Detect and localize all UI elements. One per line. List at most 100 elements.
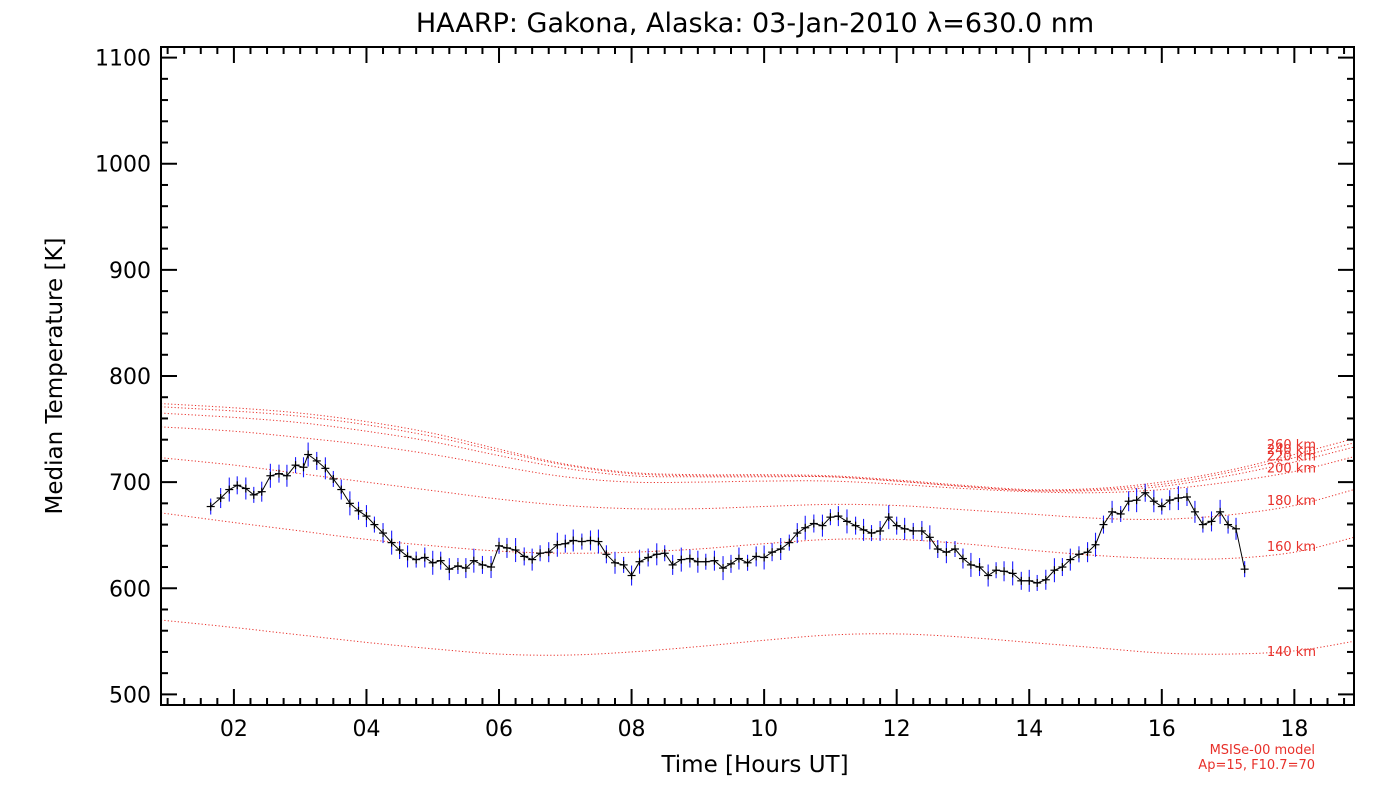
data-point (379, 523, 388, 544)
x-tick-label: 10 (750, 717, 778, 742)
data-point (536, 545, 545, 562)
data-point (892, 516, 901, 535)
data-point (1017, 571, 1026, 590)
data-point (453, 557, 462, 574)
data-point (644, 548, 653, 567)
data-point (602, 545, 611, 564)
data-point (710, 550, 719, 571)
data-point (627, 565, 636, 586)
curve-label: 180 km (1267, 494, 1316, 509)
measured-series (206, 442, 1249, 592)
y-tick-label: 500 (109, 683, 151, 708)
data-point (436, 551, 445, 570)
x-tick-label: 18 (1280, 717, 1308, 742)
plot-frame (160, 46, 1355, 706)
data-point (282, 464, 291, 487)
x-tick-labels: 02 04 06 08 10 12 14 16 18 (220, 717, 1308, 742)
data-point (495, 537, 504, 554)
curve-label: 160 km (1267, 540, 1316, 555)
data-point (395, 541, 404, 560)
data-point (867, 525, 876, 542)
data-point (884, 505, 893, 530)
data-point (1190, 500, 1199, 523)
data-point (206, 498, 215, 515)
data-point (304, 442, 313, 467)
data-point (726, 554, 735, 573)
data-point (520, 547, 529, 566)
data-point (743, 554, 752, 571)
data-point (216, 488, 225, 509)
data-point (834, 506, 843, 527)
data-point (1099, 515, 1108, 534)
model-note-params: Ap=15, F10.7=70 (1198, 758, 1315, 773)
data-point (412, 551, 421, 568)
data-point (321, 457, 330, 480)
data-point (652, 543, 661, 566)
data-point (1083, 542, 1092, 563)
data-point (851, 516, 860, 535)
model-curve-180km (160, 457, 1355, 520)
data-point (266, 463, 275, 488)
data-point (958, 548, 967, 569)
data-point (984, 564, 993, 587)
data-point (511, 538, 520, 563)
y-tick-label: 900 (109, 259, 151, 284)
data-point (1165, 490, 1174, 511)
data-point (577, 533, 586, 550)
data-point (776, 537, 785, 560)
chart-title: HAARP: Gakona, Alaska: 03-Jan-2010 λ=630… (416, 8, 1094, 39)
data-point (1141, 483, 1150, 502)
data-point (370, 516, 379, 533)
model-curve-220km (160, 412, 1355, 492)
y-tick-label: 1000 (95, 153, 151, 178)
data-point (1224, 515, 1233, 534)
data-point (1025, 569, 1034, 592)
data-point (1198, 516, 1207, 533)
model-curves (160, 403, 1355, 656)
data-point (793, 523, 802, 544)
data-point (619, 556, 628, 573)
data-point (752, 546, 761, 567)
data-point (312, 451, 321, 470)
data-point (225, 477, 234, 502)
data-point (487, 556, 496, 579)
data-point (1132, 488, 1141, 513)
data-point (387, 530, 396, 555)
y-axis-label: Median Temperature [K] (42, 238, 68, 515)
data-point (1066, 548, 1075, 571)
data-point (917, 520, 926, 541)
data-point (693, 550, 702, 573)
data-point (942, 541, 951, 564)
data-point (900, 517, 909, 540)
model-curve-200km (160, 426, 1355, 494)
data-point (1000, 561, 1009, 582)
data-point (785, 534, 794, 551)
data-point (909, 522, 918, 539)
data-point (660, 545, 669, 562)
data-point (257, 481, 266, 502)
data-point (1240, 561, 1249, 578)
data-point (561, 534, 570, 553)
data-point (611, 551, 620, 574)
curve-label: 220 km (1267, 450, 1316, 465)
measured-line (210, 453, 1246, 584)
data-point (403, 545, 412, 568)
data-point (859, 518, 868, 541)
curve-label: 260 km (1267, 438, 1316, 453)
data-point (1050, 558, 1059, 583)
data-point (502, 537, 511, 558)
data-point (594, 529, 603, 554)
data-point (569, 529, 578, 552)
data-point (461, 558, 470, 579)
data-point (677, 547, 686, 572)
data-point (809, 514, 818, 533)
x-tick-label: 14 (1015, 717, 1043, 742)
data-point (544, 542, 553, 563)
data-point (951, 540, 960, 557)
x-tick-label: 12 (883, 717, 911, 742)
model-curve-160km (160, 512, 1355, 560)
data-point (701, 553, 710, 570)
data-point (420, 547, 429, 568)
data-point (362, 505, 371, 528)
